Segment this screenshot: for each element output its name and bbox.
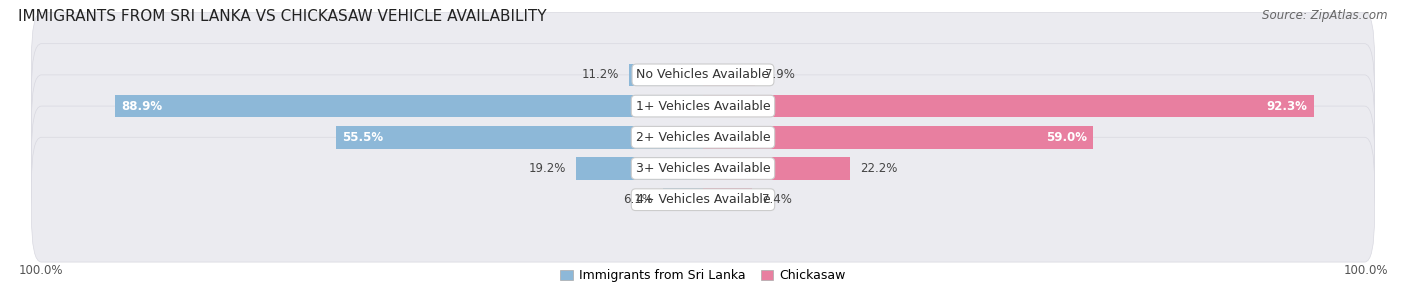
Text: 92.3%: 92.3% xyxy=(1267,100,1308,113)
Bar xyxy=(703,188,752,211)
Text: 88.9%: 88.9% xyxy=(121,100,163,113)
Bar xyxy=(115,95,703,117)
Text: No Vehicles Available: No Vehicles Available xyxy=(637,68,769,82)
Text: 55.5%: 55.5% xyxy=(343,131,384,144)
FancyBboxPatch shape xyxy=(31,137,1375,262)
Bar xyxy=(662,188,703,211)
Text: 3+ Vehicles Available: 3+ Vehicles Available xyxy=(636,162,770,175)
Text: 1+ Vehicles Available: 1+ Vehicles Available xyxy=(636,100,770,113)
Text: IMMIGRANTS FROM SRI LANKA VS CHICKASAW VEHICLE AVAILABILITY: IMMIGRANTS FROM SRI LANKA VS CHICKASAW V… xyxy=(18,9,547,23)
Bar xyxy=(628,64,703,86)
Text: 22.2%: 22.2% xyxy=(860,162,897,175)
Bar xyxy=(703,64,755,86)
Legend: Immigrants from Sri Lanka, Chickasaw: Immigrants from Sri Lanka, Chickasaw xyxy=(560,269,846,282)
Text: 7.4%: 7.4% xyxy=(762,193,792,206)
Bar xyxy=(703,95,1313,117)
Bar xyxy=(576,157,703,180)
Bar xyxy=(336,126,703,148)
Text: 59.0%: 59.0% xyxy=(1046,131,1087,144)
FancyBboxPatch shape xyxy=(31,13,1375,137)
Text: 2+ Vehicles Available: 2+ Vehicles Available xyxy=(636,131,770,144)
Bar xyxy=(703,157,849,180)
Text: 4+ Vehicles Available: 4+ Vehicles Available xyxy=(636,193,770,206)
FancyBboxPatch shape xyxy=(31,106,1375,231)
Text: 7.9%: 7.9% xyxy=(765,68,794,82)
Text: 19.2%: 19.2% xyxy=(529,162,567,175)
Bar xyxy=(703,126,1094,148)
Text: 100.0%: 100.0% xyxy=(1343,265,1388,277)
FancyBboxPatch shape xyxy=(31,75,1375,200)
FancyBboxPatch shape xyxy=(31,44,1375,168)
Text: 11.2%: 11.2% xyxy=(582,68,619,82)
Text: 6.1%: 6.1% xyxy=(623,193,652,206)
Text: Source: ZipAtlas.com: Source: ZipAtlas.com xyxy=(1263,9,1388,21)
Text: 100.0%: 100.0% xyxy=(18,265,63,277)
